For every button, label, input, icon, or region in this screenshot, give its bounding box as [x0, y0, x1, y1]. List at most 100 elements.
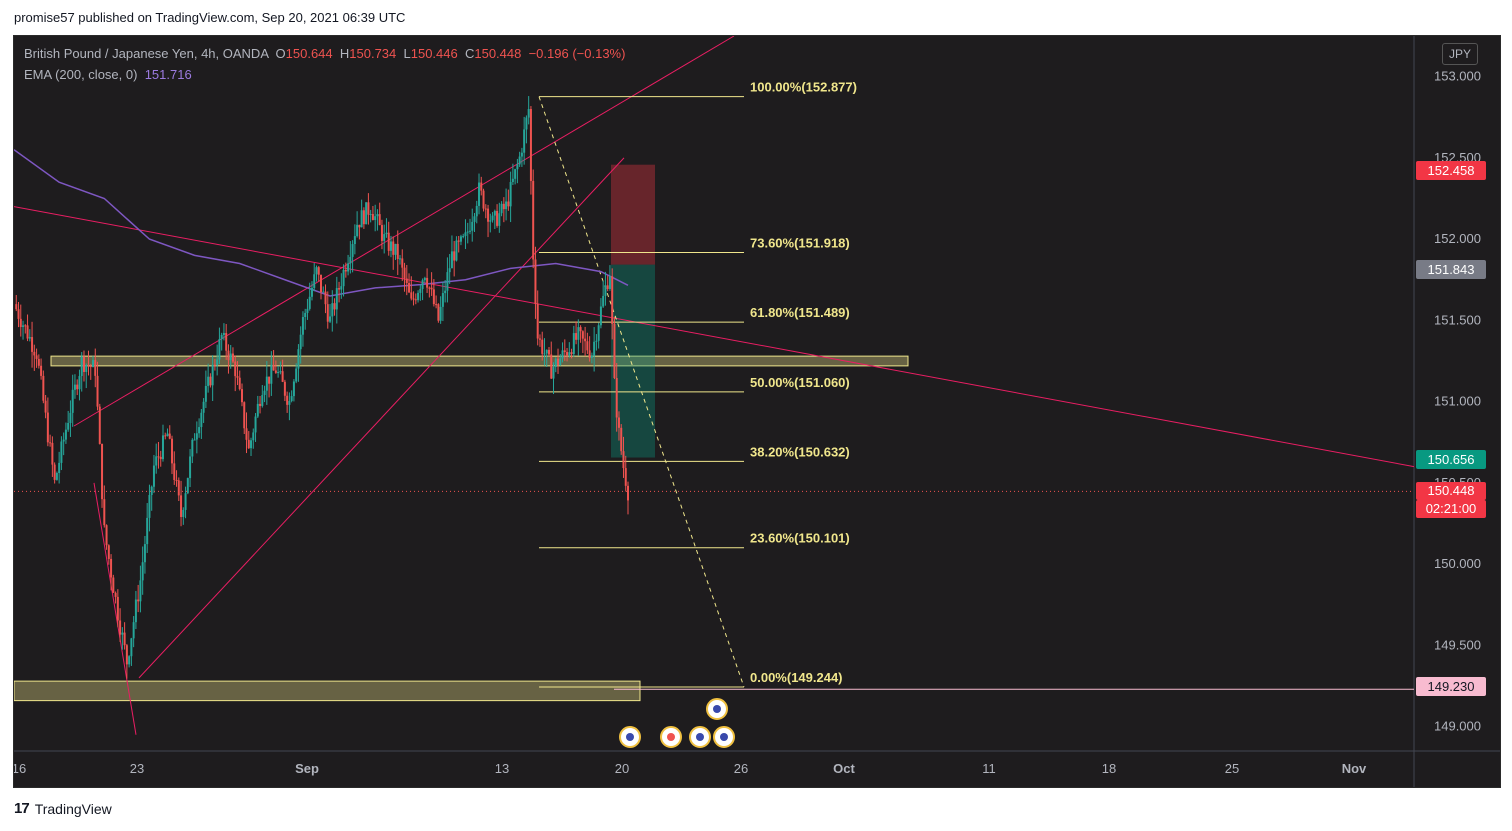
candle-body: [545, 349, 548, 354]
price-tag-last: 150.448: [1416, 482, 1486, 500]
ema-value: 151.716: [144, 67, 192, 82]
candle-body: [371, 214, 374, 220]
candle-body: [317, 267, 320, 275]
x-tick-label: 18: [1102, 761, 1116, 776]
fib-level-label: 100.00%(152.877): [750, 80, 857, 95]
legend-change: −0.196 (−0.13%): [528, 46, 626, 61]
candle-body: [466, 231, 469, 233]
candle-body: [49, 442, 52, 444]
flag-icon-jp-center: [667, 733, 675, 741]
candle-body: [67, 423, 70, 430]
candle-body: [209, 376, 212, 386]
candle-body: [173, 463, 176, 480]
candle-body: [577, 327, 580, 340]
candle-body: [324, 291, 327, 305]
candle-body: [620, 427, 623, 452]
candle-body: [272, 364, 275, 371]
candle-body: [53, 464, 56, 480]
y-tick-label: 153.000: [1434, 69, 1481, 84]
candle-body: [493, 210, 496, 216]
candle-body: [423, 277, 426, 281]
candle-body: [541, 339, 544, 354]
candle-body: [73, 384, 76, 390]
flag-icon-gb-center: [626, 733, 634, 741]
footer-brand: TradingView: [34, 800, 112, 817]
candle-body: [518, 156, 521, 165]
chart-frame[interactable]: 153.000152.500152.000151.500151.000150.5…: [13, 35, 1501, 788]
candle-body: [107, 545, 110, 559]
candle-body: [523, 129, 526, 153]
candle-body: [292, 381, 295, 397]
candle-body: [331, 303, 334, 317]
candle-body: [279, 371, 282, 373]
candle-body: [85, 364, 88, 372]
candle-body: [40, 365, 43, 376]
candle-body: [405, 278, 408, 283]
candle-body: [617, 417, 620, 428]
candle-body: [114, 592, 117, 597]
price-chart[interactable]: 153.000152.500152.000151.500151.000150.5…: [14, 36, 1500, 787]
candle-body: [198, 427, 201, 434]
candle-body: [403, 267, 406, 279]
candle-body: [335, 288, 338, 310]
candle-body: [193, 439, 196, 441]
price-tag-target: 150.656: [1416, 450, 1486, 469]
candle-body: [475, 205, 478, 217]
candle-body: [211, 364, 214, 386]
candle-body: [367, 202, 370, 215]
candle-body: [55, 473, 58, 480]
candle-body: [134, 599, 137, 623]
candle-body: [277, 371, 280, 373]
candle-body: [82, 356, 85, 372]
candle-body: [180, 495, 183, 517]
fib-level-label: 0.00%(149.244): [750, 670, 843, 685]
candle-body: [245, 428, 248, 440]
legend-ema: EMA (200, close, 0) 151.716: [24, 67, 192, 82]
candle-body: [575, 333, 578, 340]
currency-badge[interactable]: JPY: [1442, 43, 1478, 65]
candle-body: [259, 403, 262, 406]
spike-trendline: [93, 482, 137, 735]
candle-body: [146, 517, 149, 545]
candle-body: [24, 325, 27, 327]
candle-body: [498, 213, 501, 226]
candle-body: [581, 331, 584, 339]
candle-body: [213, 364, 216, 366]
candle-body: [283, 381, 286, 396]
candle-body: [220, 334, 223, 340]
candle-body: [315, 267, 318, 275]
candle-body: [487, 208, 490, 222]
candle-body: [123, 632, 126, 646]
candle-body: [430, 287, 433, 290]
candle-body: [308, 296, 311, 309]
candle-body: [446, 272, 449, 291]
candle-body: [238, 377, 241, 390]
candle-body: [378, 214, 381, 226]
candle-body: [69, 412, 72, 424]
candle-body: [175, 479, 178, 481]
candle-body: [529, 109, 532, 181]
candle-body: [464, 232, 467, 236]
x-tick-label: 13: [495, 761, 509, 776]
price-tag-ema: 151.843: [1416, 260, 1486, 279]
candle-body: [216, 359, 219, 366]
x-tick-label: 25: [1225, 761, 1239, 776]
candle-body: [588, 350, 591, 358]
candle-body: [166, 433, 169, 437]
legend-l-label: L: [403, 46, 411, 61]
candle-body: [195, 433, 198, 440]
candle-body: [161, 435, 164, 460]
candle-body: [236, 376, 239, 378]
candle-body: [385, 232, 388, 235]
candle-body: [410, 292, 413, 299]
fib-level-label: 50.00%(151.060): [750, 375, 850, 390]
candle-body: [432, 289, 435, 305]
candle-body: [624, 468, 627, 486]
x-tick-label: 23: [130, 761, 144, 776]
candle-body: [247, 439, 250, 449]
candle-body: [554, 358, 557, 367]
candle-body: [155, 456, 158, 466]
flag-icon-gb-center: [713, 705, 721, 713]
candle-body: [559, 358, 562, 366]
channel-lower-line: [138, 157, 625, 679]
